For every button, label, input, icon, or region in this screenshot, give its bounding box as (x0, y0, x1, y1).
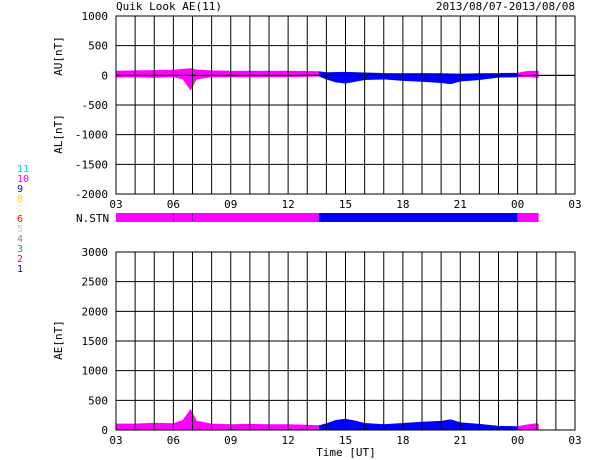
nstn-label: N.STN (76, 212, 109, 225)
nstn-strip: N.STN (76, 212, 539, 225)
y-tick-label: 0 (101, 424, 108, 437)
ae-x-ticks: 03 06 09 12 15 18 21 00 03 (109, 434, 581, 447)
x-tick-label: 12 (282, 434, 295, 447)
y-tick-label: 0 (101, 69, 108, 82)
x-tick-label: 03 (568, 434, 581, 447)
station-legend-item: 6 (17, 214, 23, 225)
station-legend-item: 3 (17, 244, 23, 255)
x-tick-label: 00 (511, 434, 524, 447)
x-tick-label: 00 (511, 198, 524, 211)
y-tick-label: 1500 (82, 335, 109, 348)
x-tick-label: 06 (167, 198, 180, 211)
station-legend-item: 5 (17, 224, 23, 235)
station-legend-item: 8 (17, 194, 23, 205)
x-tick-label: 21 (454, 434, 467, 447)
y-tick-label: 2500 (82, 276, 109, 289)
x-tick-label: 18 (396, 434, 409, 447)
station-legend-item: 1 (17, 264, 23, 275)
y-tick-label: -500 (82, 99, 109, 112)
station-legend-item: 7 (17, 204, 23, 215)
nstn-bars (116, 213, 539, 222)
y-tick-label: 500 (88, 40, 108, 53)
x-tick-label: 03 (568, 198, 581, 211)
y-tick-label: -1500 (75, 158, 108, 171)
ae-area-nstn10 (318, 418, 518, 431)
x-tick-label: 18 (396, 198, 409, 211)
ae-series (116, 408, 539, 431)
y-tick-label: 500 (88, 394, 108, 407)
au-al-y-ticks: 1000 500 0 -500 -1000 -1500 -2000 (75, 10, 108, 201)
ae-grid (115, 251, 576, 431)
x-tick-label: 03 (109, 434, 122, 447)
station-legend-item: 9 (17, 184, 23, 195)
chart-title: Quik Look AE(11) (116, 0, 222, 13)
ae-y-ticks: 3000 2500 2000 1500 1000 500 0 (82, 246, 109, 437)
ae-axis-label: AE[nT] (52, 320, 65, 360)
au-axis-label: AU[nT] (52, 36, 65, 76)
al-area-nstn10 (318, 74, 518, 85)
x-tick-label: 21 (454, 198, 467, 211)
x-tick-label: 15 (339, 198, 352, 211)
nstn-segment (517, 213, 539, 222)
x-axis-label: Time [UT] (316, 446, 376, 459)
plot-frame (115, 15, 576, 195)
y-tick-label: 2000 (82, 305, 109, 318)
al-axis-label: AL[nT] (52, 114, 65, 154)
nstn-segment (318, 213, 518, 222)
y-tick-label: -2000 (75, 188, 108, 201)
station-legend-item: 4 (17, 234, 23, 245)
plot-frame (115, 251, 576, 431)
x-tick-label: 15 (339, 434, 352, 447)
x-tick-label: 12 (282, 198, 295, 211)
x-tick-label: 06 (167, 434, 180, 447)
y-tick-label: 3000 (82, 246, 109, 259)
x-tick-label: 03 (109, 198, 122, 211)
y-tick-label: 1000 (82, 365, 109, 378)
date-range: 2013/08/07-2013/08/08 (436, 0, 575, 13)
au-al-grid (115, 15, 576, 195)
y-tick-label: 1000 (82, 10, 109, 23)
nstn-segment (116, 213, 319, 222)
au-al-x-ticks: 03 06 09 12 15 18 21 00 03 (109, 198, 581, 211)
station-legend-item: 10 (17, 174, 29, 185)
station-legend-item: 11 (17, 164, 29, 175)
au-al-panel: 1000 500 0 -500 -1000 -1500 -2000 03 06 09 12 15 18… (52, 10, 582, 211)
y-tick-label: -1000 (75, 129, 108, 142)
x-tick-label: 09 (224, 198, 237, 211)
x-tick-label: 09 (224, 434, 237, 447)
station-legend-item: 2 (17, 254, 23, 265)
